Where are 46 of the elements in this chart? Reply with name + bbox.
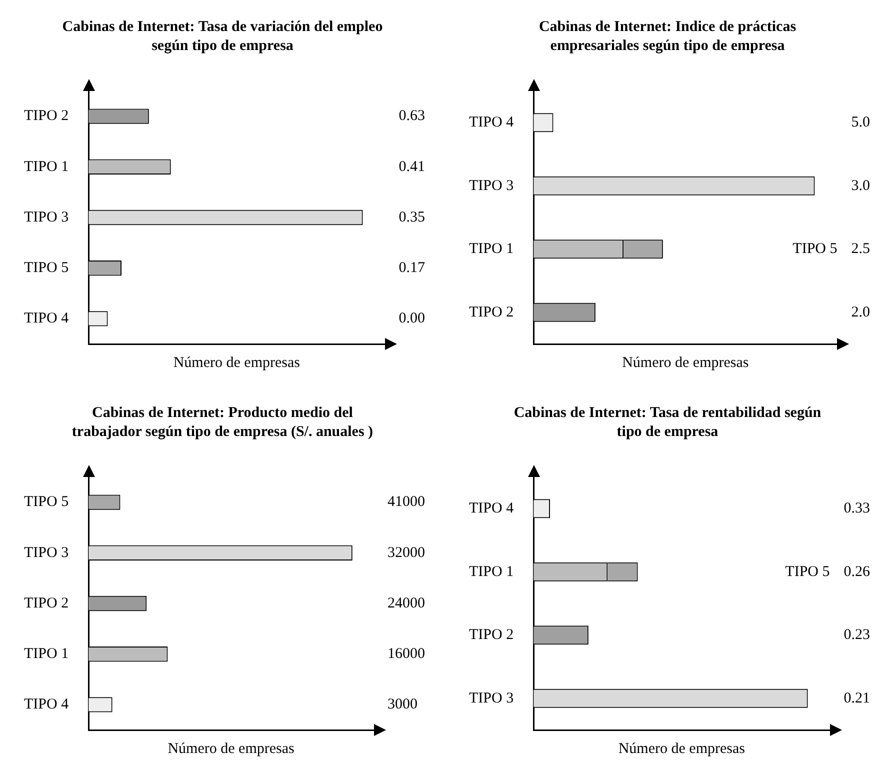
y-tick-label: TIPO 4 [24,696,70,713]
x-axis-title: Número de empresas [173,354,300,371]
x-axis-title: Número de empresas [618,740,746,757]
y2-tick-label: 5.0 [851,114,870,131]
y-tick-label: TIPO 4 [468,500,514,517]
y2-tick-label: 0.26 [844,564,870,580]
y2-tick-label: 0.00 [398,310,425,327]
y2-tick-label: 16000 [388,646,425,662]
y-tick-label: TIPO 1 [468,241,514,258]
y-tick-label: TIPO 3 [24,544,69,561]
y2-tick-label: 0.17 [398,260,426,276]
y-tick-label: TIPO 4 [468,114,514,131]
y2-tick-label: 3.0 [851,178,870,194]
x-axis-title: Número de empresas [622,354,749,371]
y-tick-label: TIPO 2 [468,627,514,644]
y-tick-label: TIPO 2 [468,304,514,320]
chart-title: Cabinas de Internet: Producto medio del trabajador según tipo de empresa (S/. anuales ) [70,404,374,442]
y-tick-label: TIPO 4 [24,310,70,327]
y-tick-label: TIPO 5 [24,260,69,276]
chart-title: Cabinas de Internet: Tasa de variación del empleo según tipo de empresa [61,18,384,56]
y-tick-label: TIPO 3 [468,178,514,194]
y2-tick-label: 32000 [388,544,425,561]
y2-tick-label: 2.5 [851,241,870,258]
y-tick-label: TIPO 5 [24,494,69,510]
y2-tick-label: 3000 [388,696,418,713]
y2-tick-label: 0.21 [844,690,870,706]
x-axis-title: Número de empresas [168,740,295,757]
y-tick-label: TIPO 1 [24,646,69,662]
y-tick-label: TIPO 3 [468,690,514,706]
y2-tick-label: 0.35 [398,209,425,226]
y-tick-label: TIPO 2 [24,108,69,124]
y-tick-label: TIPO 3 [24,209,69,226]
y2-tick-label: 24000 [388,595,425,612]
chart-title: Cabinas de Internet: Indice de prácticas empresariales según tipo de empresa [538,18,798,56]
y2-tick-label: 0.41 [398,158,425,175]
y2-tick-label: 2.0 [851,304,870,320]
y-tick-label: TIPO 1 [468,564,514,580]
text: TIPO 5 [792,241,838,258]
y-tick-label: TIPO 1 [24,158,69,175]
text: TIPO 5 [785,564,830,580]
y2-tick-label: 0.23 [844,627,870,644]
y2-tick-label: 0.33 [844,500,870,517]
chart-title: Cabinas de Internet: Tasa de rentabilidad según tipo de empresa [512,404,822,442]
y2-tick-label: 0.63 [398,108,425,124]
y2-tick-label: 41000 [388,494,425,510]
y-tick-label: TIPO 2 [24,595,69,612]
